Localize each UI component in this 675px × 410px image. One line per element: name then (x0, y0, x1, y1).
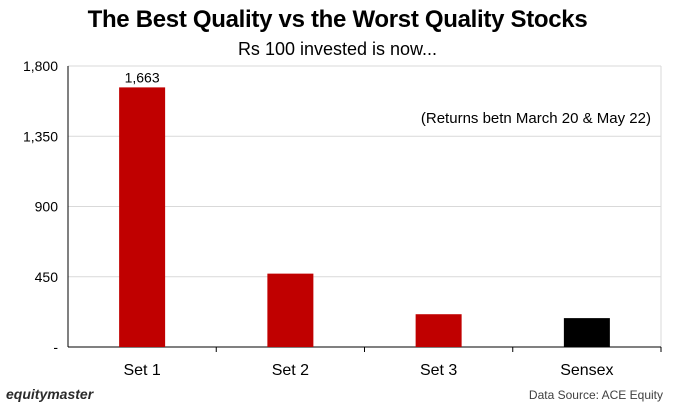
x-tick-label: Set 2 (272, 362, 309, 379)
x-tick-label: Sensex (560, 362, 613, 379)
data-label: 1,663 (125, 69, 160, 85)
y-tick-label: 1,800 (23, 58, 58, 74)
x-tick-label: Set 1 (123, 362, 160, 379)
data-source-note: Data Source: ACE Equity (528, 388, 663, 402)
y-tick-label: 1,350 (23, 128, 58, 144)
y-tick-label: - (53, 339, 58, 355)
y-tick-label: 900 (35, 199, 59, 215)
chart-subtitle: Rs 100 invested is now... (237, 39, 438, 59)
returns-period-annotation: (Returns betn March 20 & May 22) (421, 110, 651, 127)
bar-set-3 (415, 314, 462, 347)
y-tick-label: 450 (35, 269, 59, 285)
bar-sensex (563, 318, 610, 347)
bar-set-2 (267, 273, 314, 347)
chart-title: The Best Quality vs the Worst Quality St… (87, 6, 588, 33)
bar-set-1 (119, 87, 166, 348)
x-tick-label: Set 3 (420, 362, 457, 379)
brand-logo-text: equitymaster (6, 386, 94, 402)
